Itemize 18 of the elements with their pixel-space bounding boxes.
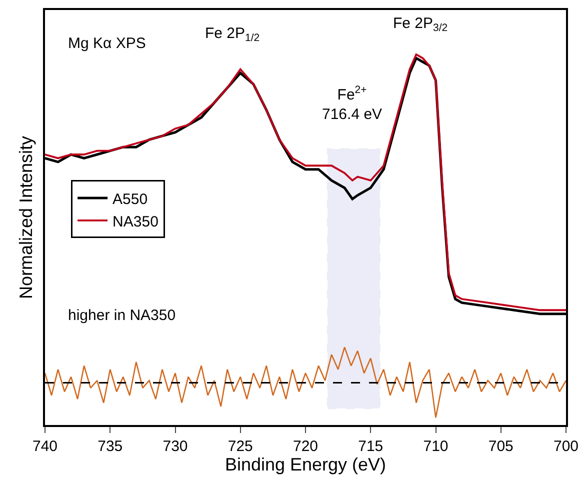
annotation: higher in NA350 — [68, 307, 176, 324]
legend-label: A550 — [112, 190, 148, 208]
text: Mg Kα XPS — [68, 35, 146, 52]
x-tick-label: 705 — [488, 438, 514, 455]
x-tick-label: 720 — [292, 438, 318, 455]
annotation: Fe$^{2+}$ 716.4 eV — [322, 84, 382, 123]
x-tick-label: 730 — [162, 438, 188, 455]
x-tick-label: 735 — [98, 438, 123, 455]
x-tick-label: 725 — [228, 438, 253, 455]
x-tick-label: 700 — [553, 438, 579, 455]
text: Fe 2P$_{1/2}$ — [205, 25, 260, 44]
x-tick-label: 710 — [423, 438, 448, 455]
x-tick-label: 715 — [358, 438, 384, 455]
text: Fe 2P$_{3/2}$ — [393, 15, 448, 34]
y-axis-title: Normalized Intensity — [16, 136, 36, 300]
legend-label: NA350 — [112, 213, 158, 230]
x-axis-title: Binding Energy (eV) — [224, 454, 386, 475]
x-tick-label: 740 — [32, 438, 58, 455]
